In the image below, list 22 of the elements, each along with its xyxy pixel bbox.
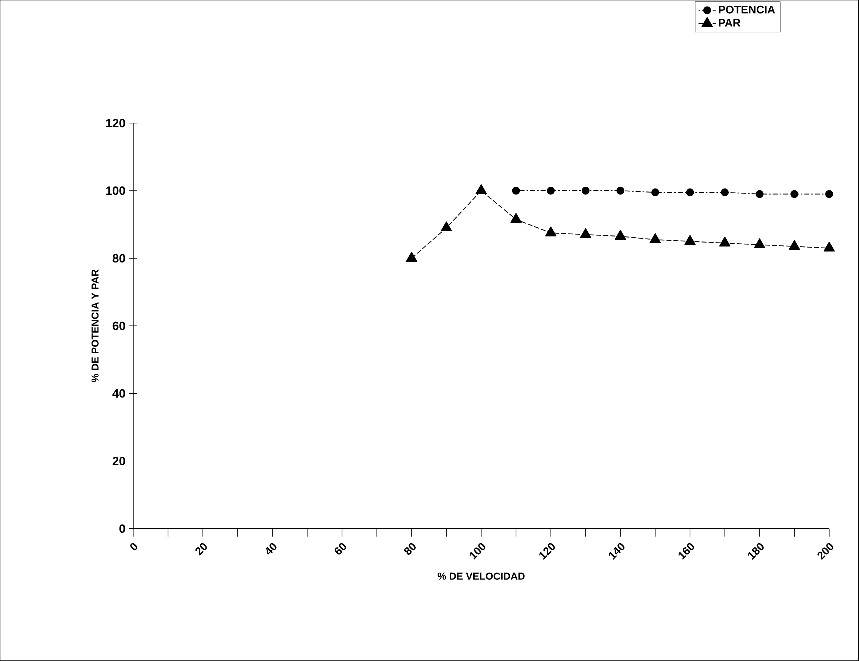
legend-label: PAR — [719, 19, 741, 27]
x-tick-label: 40 — [266, 543, 277, 555]
x-tick-label: 80 — [404, 543, 416, 555]
x-tick-label: 20 — [196, 543, 208, 556]
x-tick-label: 100 — [470, 543, 486, 560]
y-tick-label: 100 — [106, 186, 126, 196]
y-tick-label: 0 — [120, 524, 126, 533]
x-axis-title: % DE VELOCIDAD — [438, 572, 525, 580]
x-tick-label: 120 — [540, 543, 556, 560]
x-tick-label: 140 — [609, 543, 625, 560]
y-tick-label: 40 — [112, 389, 126, 398]
y-tick-label: 120 — [106, 118, 126, 128]
x-tick-label: 180 — [748, 543, 764, 560]
x-tick-label: 200 — [818, 543, 834, 560]
y-axis-title: % DE POTENCIA Y PAR — [92, 270, 99, 382]
y-tick-label: 20 — [112, 456, 126, 466]
x-tick-label: 160 — [678, 543, 694, 560]
x-tick-label: 60 — [335, 543, 346, 555]
y-tick-label: 60 — [112, 322, 126, 330]
x-tick-label: 0 — [130, 543, 138, 550]
y-tick-label: 80 — [112, 254, 126, 263]
legend-label: POTENCIA — [719, 6, 776, 14]
